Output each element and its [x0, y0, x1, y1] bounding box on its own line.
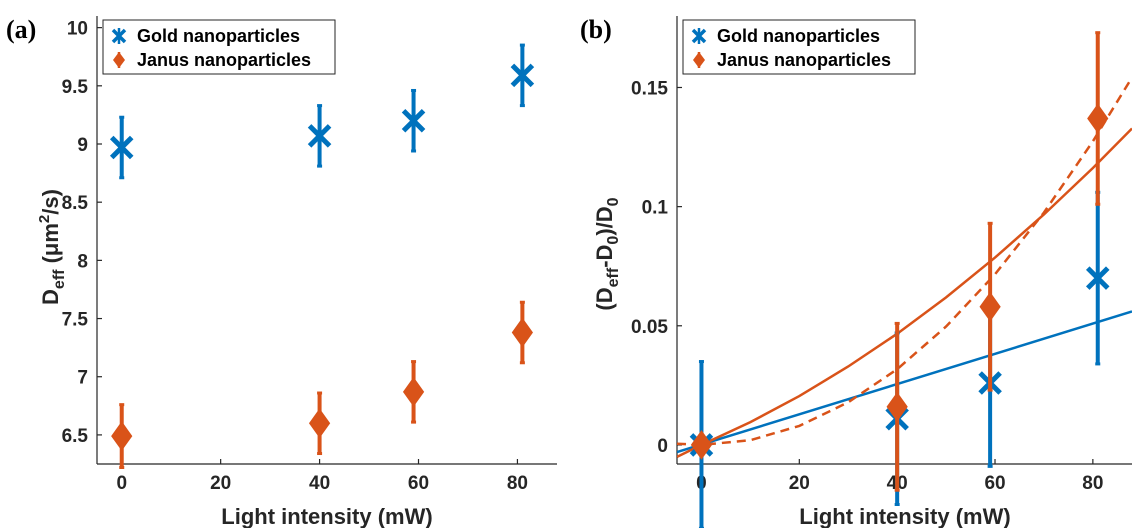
data-point-diamond-marker [402, 376, 425, 407]
fit-line [677, 310, 1132, 454]
panel-b-ylabel-t1: (D [592, 287, 617, 310]
panel-b-label: (b) [580, 15, 612, 44]
y-tick-label: 8 [77, 251, 88, 272]
panel-b-ylabel-s2: 0 [605, 236, 622, 245]
data-point-diamond-marker [511, 317, 533, 348]
panel-b-ylabel: (Deff-D0)/D0 [592, 197, 622, 310]
x-tick-label: 60 [984, 473, 1005, 494]
panel-a-ylabel-unit-post: /s) [38, 189, 63, 215]
y-tick-label: 0.1 [642, 198, 669, 219]
data-point-diamond-marker [308, 408, 331, 439]
panel-a-ylabel-main: D [38, 289, 63, 305]
data-point-diamond-marker [111, 421, 133, 451]
x-tick-label: 20 [789, 473, 810, 494]
legend-entry-label: Janus nanoparticles [717, 50, 891, 70]
data-point-diamond-marker [886, 391, 908, 422]
x-tick-label: 0 [116, 473, 127, 494]
data-point-x-marker [401, 108, 426, 133]
panel-a-label: (a) [6, 15, 36, 44]
data-point-x-marker [510, 63, 535, 88]
data-point-diamond-marker [979, 291, 1001, 322]
y-tick-label: 10 [67, 19, 88, 40]
legend-x-marker [111, 28, 127, 44]
data-point-diamond-marker [690, 430, 713, 460]
x-tick-label: 40 [309, 473, 330, 494]
data-point-x-marker [307, 124, 332, 148]
data-point-diamond-marker [1087, 103, 1109, 134]
y-tick-label: 6.5 [62, 426, 89, 447]
legend-diamond-marker [113, 52, 125, 68]
y-tick-label: 7.5 [62, 310, 89, 331]
y-tick-label: 7 [77, 368, 88, 389]
panel-b-xlabel: Light intensity (mW) [799, 504, 1010, 528]
legend-entry-label: Gold nanoparticles [137, 26, 300, 46]
panel-a-xlabel: Light intensity (mW) [221, 504, 432, 528]
panel-b-ylabel-s1: eff [605, 267, 622, 287]
data-point-x-marker [1085, 266, 1110, 290]
x-tick-label: 80 [507, 473, 528, 494]
panel-b-ylabel-s3: 0 [605, 197, 622, 206]
legend-entry-label: Gold nanoparticles [717, 26, 880, 46]
y-tick-label: 8.5 [62, 193, 89, 214]
panel-a-ylabel-sub: eff [51, 269, 68, 289]
x-tick-label: 20 [210, 473, 231, 494]
panel-b-ylabel-t2: -D [592, 245, 617, 268]
panel-a-plot: 0 20 40 60 80 6.5 7 7.5 8 8.5 9 9.5 10 Gold nanoparti… [62, 16, 557, 494]
legend-box [102, 19, 336, 75]
panel-a-ylabel-unit-sup: 2 [36, 215, 53, 223]
data-point-x-marker [109, 135, 134, 160]
legend-diamond-marker [693, 52, 705, 68]
y-tick-label: 0 [657, 436, 668, 457]
fit-line [677, 76, 1132, 447]
x-tick-label: 80 [1082, 473, 1103, 494]
legend-box [682, 19, 916, 75]
x-tick-label: 60 [408, 473, 429, 494]
panel-b-ylabel-t3: )/D [592, 206, 617, 235]
legend-entry-label: Janus nanoparticles [137, 50, 311, 70]
y-tick-label: 0.05 [631, 317, 668, 338]
y-tick-label: 0.15 [631, 78, 668, 99]
panel-a-ylabel-unit-pre: (μm [38, 223, 63, 269]
panel-a-ylabel: Deff (μm2/s) [36, 189, 68, 305]
legend-x-marker [691, 28, 707, 44]
y-tick-label: 9.5 [62, 77, 89, 98]
fit-lines [677, 76, 1132, 459]
y-tick-label: 9 [77, 135, 88, 156]
